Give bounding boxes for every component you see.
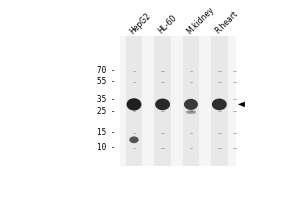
Ellipse shape [186, 110, 196, 114]
Bar [120, 36, 236, 166]
Polygon shape [238, 102, 245, 107]
Text: 55 -: 55 - [97, 77, 116, 86]
Text: HL-60: HL-60 [156, 13, 178, 36]
Bar [183, 36, 199, 166]
Ellipse shape [129, 136, 139, 143]
Ellipse shape [127, 98, 141, 111]
Text: M.kidney: M.kidney [184, 5, 215, 36]
Text: 10 -: 10 - [97, 143, 116, 152]
Bar [154, 36, 171, 166]
Text: R.heart: R.heart [213, 9, 239, 36]
Ellipse shape [184, 99, 198, 110]
Text: 25 -: 25 - [97, 107, 116, 116]
Text: HepG2: HepG2 [128, 11, 152, 36]
Bar [126, 36, 142, 166]
Text: 15 -: 15 - [97, 128, 116, 137]
Text: 70 -: 70 - [97, 66, 116, 75]
Ellipse shape [155, 99, 170, 110]
Text: 35 -: 35 - [97, 95, 116, 104]
Bar [211, 36, 228, 166]
Ellipse shape [212, 99, 227, 110]
